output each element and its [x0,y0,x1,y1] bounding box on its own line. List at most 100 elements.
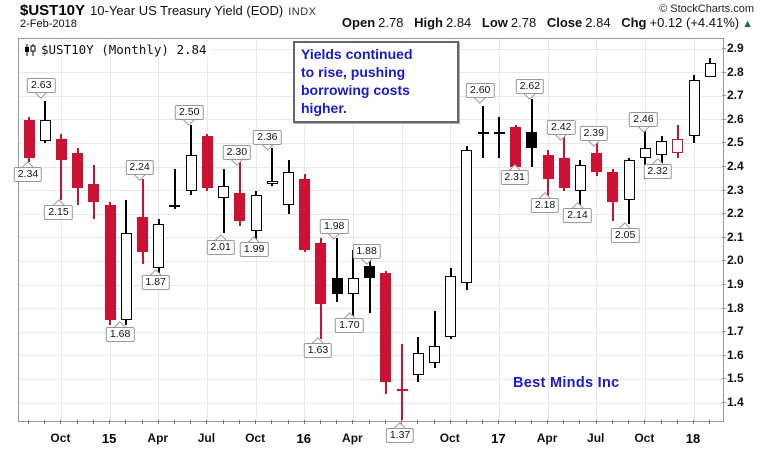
chg-value: +0.12 (+4.41%) [649,15,740,30]
v-gridline [498,39,500,421]
price-label-text: 2.01 [206,240,235,256]
symbol-description: 10-Year US Treasury Yield (EOD) [90,3,284,18]
y-axis-tick [722,378,726,380]
v-gridline [401,39,403,421]
x-axis-minor-tick [417,420,419,424]
chart-header: $UST10Y 10-Year US Treasury Yield (EOD) IN… [20,2,316,20]
x-axis-minor-tick [44,420,46,424]
high-label: High [414,15,443,30]
y-axis-label: 2.0 [727,253,744,268]
h-gridline [19,355,723,357]
x-axis-minor-tick [401,420,403,424]
h-gridline [19,213,723,215]
x-axis-label: Oct [50,431,71,445]
y-axis-tick [722,284,726,285]
candle-body [429,346,440,363]
price-label-text: 2.30 [222,145,252,161]
price-label-text: 2.15 [44,204,73,220]
h-gridline [19,378,723,380]
h-gridline [19,260,723,262]
candle-body [493,131,505,134]
chg-label: Chg [621,15,647,30]
y-axis-label: 1.7 [727,324,744,339]
y-axis-label: 2.4 [727,159,744,173]
price-label-text: 2.18 [530,197,560,213]
candle-body [396,388,408,392]
candle-body [185,155,197,191]
candle-body [39,119,51,142]
close-label: Close [546,15,583,30]
sharpchart-icon [25,43,36,56]
x-axis-minor-tick [530,420,532,424]
x-axis-minor-tick [514,420,516,424]
y-axis-label: 2.5 [727,135,744,150]
stockcharts-copyright: © StockCharts.com [659,3,754,15]
candle-body [169,204,181,208]
candle-wick [433,310,436,368]
price-label-2.50: 2.50 [174,105,204,127]
y-axis-tick [722,402,726,403]
price-label-text: 2.32 [643,163,672,179]
price-label-text: 1.70 [335,317,364,333]
candle-body [704,63,716,78]
candle-body [234,192,246,222]
candle-wick [271,148,274,186]
price-label-2.14: 2.14 [563,201,592,223]
candle-wick [482,105,485,158]
close-value: 2.84 [585,15,611,30]
high-value: 2.84 [445,15,472,30]
price-label-2.31: 2.31 [500,164,529,185]
x-axis-label: Jul [197,431,216,445]
price-label-1.70: 1.70 [335,312,364,333]
y-axis-label: 2.7 [727,88,744,103]
y-axis-label: 2.9 [727,41,744,55]
candle-body [72,152,84,189]
x-axis-minor-tick [173,420,175,424]
candle-body [137,216,149,252]
price-label-1.37: 1.37 [385,421,415,443]
x-axis-minor-tick [157,420,159,424]
price-label-1.98: 1.98 [319,218,349,240]
x-axis-label: Apr [536,431,558,445]
h-gridline [19,166,723,168]
price-label-text: 2.14 [563,207,592,223]
price-label-2.05: 2.05 [610,221,640,243]
x-axis-minor-tick [465,420,467,424]
candle-body [153,223,165,269]
y-axis-tick [722,166,726,167]
y-axis-label: 2.3 [727,182,744,197]
v-gridline [450,39,452,421]
x-axis-label: Oct [634,431,655,445]
price-label-2.24: 2.24 [125,159,154,181]
candle-body [526,131,538,149]
x-axis-minor-tick [482,420,484,424]
h-gridline [19,142,723,144]
candle-body [88,183,100,203]
candle-wick [173,169,176,210]
candle-body [656,141,668,156]
price-label-text: 1.88 [352,244,381,260]
candle-wick [336,237,339,302]
candle-body [55,138,67,160]
candle-body [104,204,116,321]
h-gridline [19,331,723,333]
candle-body [412,353,424,375]
y-axis-tick [722,189,726,191]
annotation-note: Yields continued to rise, pushing borrow… [293,41,459,123]
y-axis-tick [722,236,726,238]
price-label-text: 2.63 [27,78,56,94]
x-axis-minor-tick [595,420,597,424]
x-axis-minor-tick [206,420,208,424]
x-axis-label: 18 [685,431,701,446]
price-label-2.15: 2.15 [44,198,73,220]
x-axis-minor-tick [336,420,338,424]
x-axis-minor-tick [644,420,646,424]
y-axis-label: 2.1 [727,229,744,244]
y-axis-label: 1.8 [727,300,744,315]
price-label-text: 2.60 [465,83,495,99]
price-label-1.88: 1.88 [352,244,381,266]
price-label-text: 1.87 [141,275,170,291]
x-axis-minor-tick [76,420,78,424]
price-label-text: 2.62 [515,79,545,95]
